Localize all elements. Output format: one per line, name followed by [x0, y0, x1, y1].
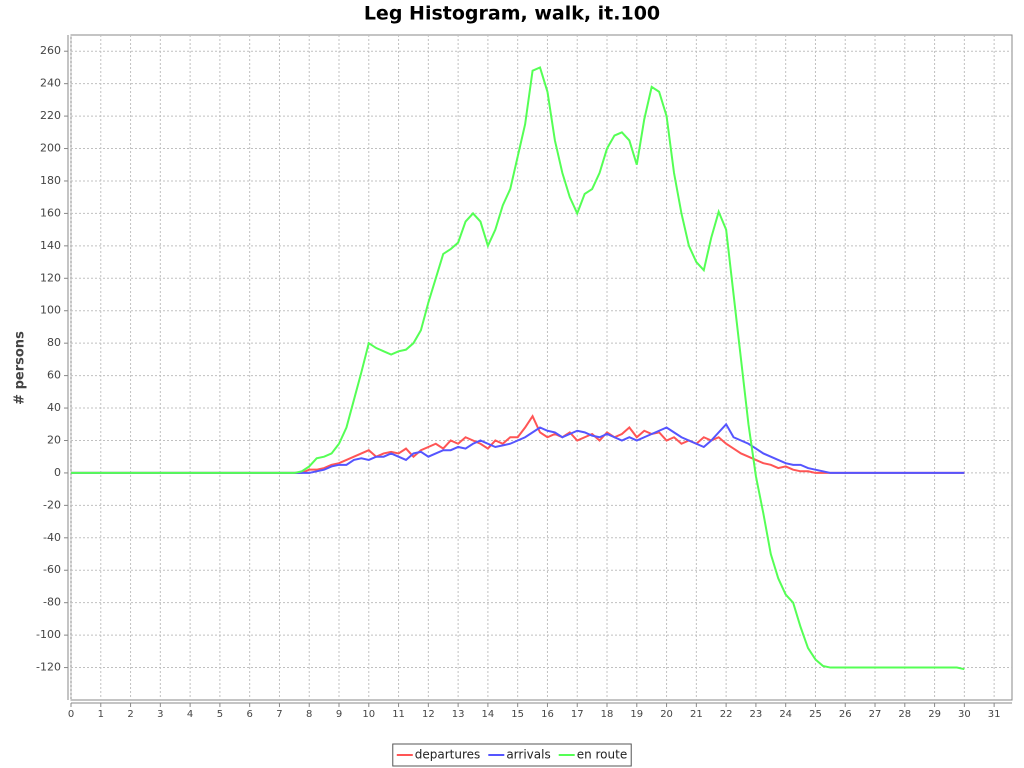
- legend-box: [392, 743, 632, 767]
- x-tick-label: 14: [482, 709, 495, 720]
- x-tick-label: 6: [246, 709, 252, 720]
- x-tick-label: 1: [98, 709, 104, 720]
- x-tick-label: 9: [336, 709, 342, 720]
- legend-label: departures: [415, 748, 481, 762]
- y-tick-label: 260: [40, 44, 61, 57]
- x-tick-label: 26: [839, 709, 852, 720]
- legend: departures arrivals en route: [392, 743, 632, 767]
- x-tick-label: 28: [898, 709, 911, 720]
- y-tick-label: 80: [47, 336, 61, 349]
- x-tick-label: 30: [958, 709, 971, 720]
- x-tick-label: 8: [306, 709, 312, 720]
- x-tick-label: 19: [630, 709, 643, 720]
- y-tick-label: 100: [40, 304, 61, 317]
- x-tick-label: 24: [779, 709, 792, 720]
- y-tick-label: 120: [40, 271, 61, 284]
- chart-title: Leg Histogram, walk, it.100: [364, 3, 660, 25]
- y-tick-label: 240: [40, 77, 61, 90]
- y-axis-label: # persons: [13, 331, 28, 405]
- x-tick-label: 15: [511, 709, 524, 720]
- y-tick-label: -60: [43, 563, 61, 576]
- x-tick-label: 0: [68, 709, 74, 720]
- y-tick-label: -100: [36, 628, 61, 641]
- x-tick-label: 27: [869, 709, 882, 720]
- x-tick-label: 17: [571, 709, 584, 720]
- y-tick-label: 220: [40, 109, 61, 122]
- y-tick-label: -120: [36, 661, 61, 674]
- legend-label: en route: [577, 748, 628, 762]
- y-tick-label: 0: [54, 466, 61, 479]
- legend-label: arrivals: [506, 748, 550, 762]
- x-tick-label: 11: [392, 709, 405, 720]
- y-tick-label: 160: [40, 206, 61, 219]
- x-tick-label: 3: [157, 709, 163, 720]
- x-tick-label: 10: [362, 709, 375, 720]
- x-tick-label: 16: [541, 709, 554, 720]
- y-tick-label: 140: [40, 239, 61, 252]
- x-tick-label: 21: [690, 709, 703, 720]
- y-tick-label: 60: [47, 369, 61, 382]
- x-tick-label: 7: [276, 709, 282, 720]
- x-tick-label: 31: [988, 709, 1001, 720]
- y-tick-label: -20: [43, 498, 61, 511]
- y-tick-label: 180: [40, 174, 61, 187]
- y-tick-label: 40: [47, 401, 61, 414]
- x-tick-label: 13: [452, 709, 465, 720]
- x-tick-label: 2: [127, 709, 133, 720]
- x-tick-label: 20: [660, 709, 673, 720]
- x-tick-label: 29: [928, 709, 941, 720]
- y-tick-label: -40: [43, 531, 61, 544]
- y-tick-label: -80: [43, 596, 61, 609]
- x-tick-label: 25: [809, 709, 822, 720]
- x-tick-label: 5: [217, 709, 223, 720]
- y-tick-label: 200: [40, 142, 61, 155]
- x-tick-label: 22: [720, 709, 733, 720]
- x-tick-label: 12: [422, 709, 435, 720]
- x-tick-label: 4: [187, 709, 193, 720]
- x-tick-label: 23: [750, 709, 763, 720]
- plot-area: [70, 34, 1013, 701]
- y-tick-label: 20: [47, 433, 61, 446]
- series-line: [71, 66, 965, 671]
- x-tick-label: 18: [601, 709, 614, 720]
